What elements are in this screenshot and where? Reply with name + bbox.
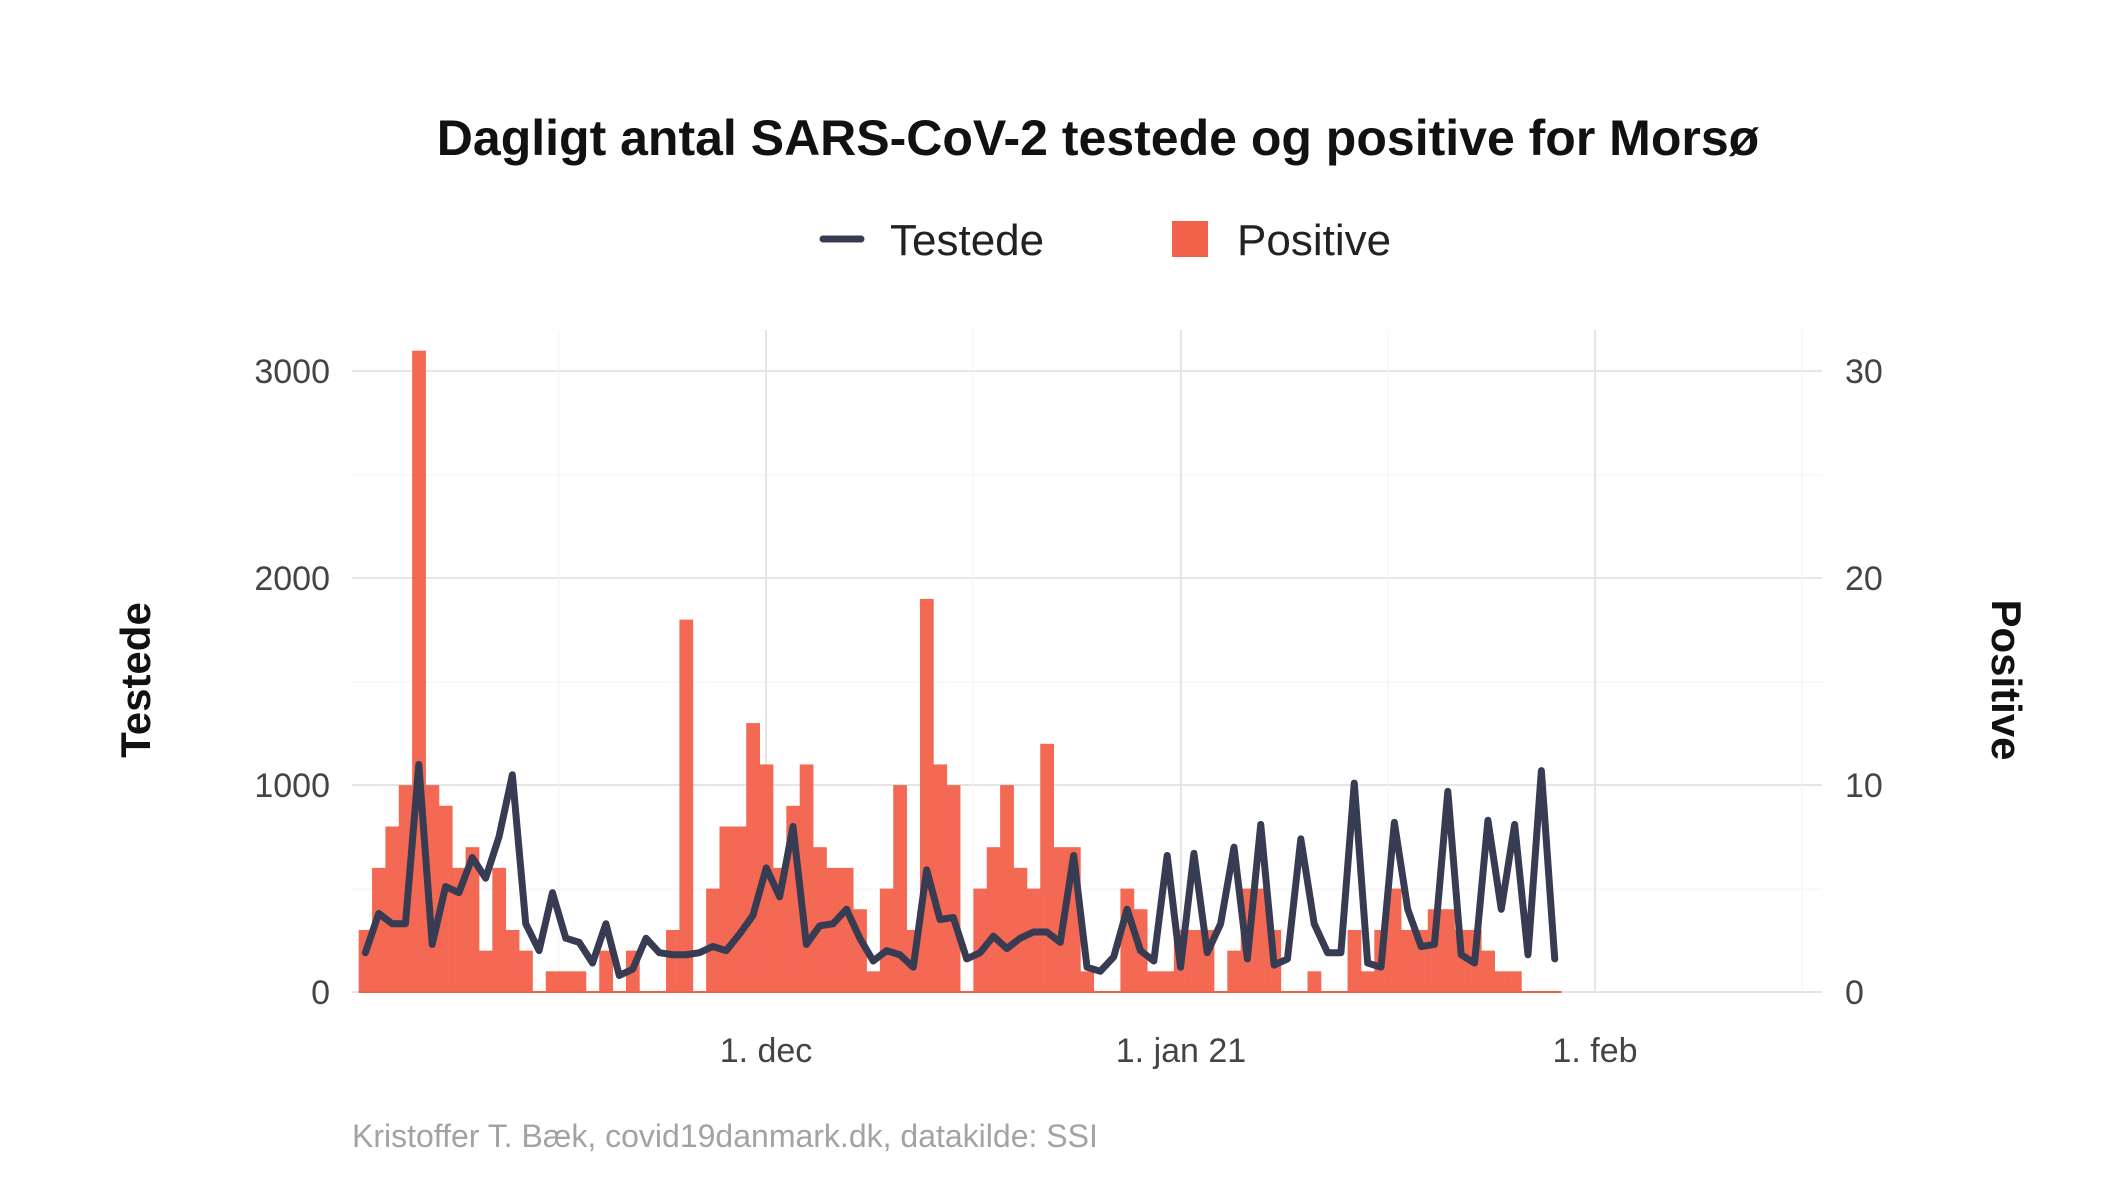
positive-bar xyxy=(826,867,841,993)
positive-bar xyxy=(492,867,507,993)
legend-label-positive: Positive xyxy=(1237,216,1391,265)
positive-bar xyxy=(1481,950,1495,993)
positive-bar xyxy=(746,723,760,992)
positive-bar xyxy=(719,826,734,992)
positive-bar xyxy=(1000,785,1014,993)
positive-bar xyxy=(986,847,1001,992)
positive-bar xyxy=(1013,867,1028,993)
positive-bar xyxy=(599,950,613,993)
positive-bar xyxy=(1494,971,1509,992)
positive-bar xyxy=(866,971,881,992)
positive-bar xyxy=(559,971,573,992)
y-left-tick-label: 1000 xyxy=(254,767,330,805)
positive-bar xyxy=(919,598,934,992)
tick-labels: 0 1000 2000 3000 0 10 20 30 1. dec 1. jan 21 1. fe… xyxy=(254,353,1882,1070)
positive-bar xyxy=(372,867,386,993)
positive-bar xyxy=(933,764,948,992)
positive-bar xyxy=(973,888,988,992)
positive-bar xyxy=(1120,888,1135,992)
grid xyxy=(352,330,1822,993)
positive-bar xyxy=(1307,971,1322,992)
positive-bar xyxy=(1187,929,1201,992)
y-left-tick-label: 3000 xyxy=(254,353,330,391)
legend: Testede Positive xyxy=(819,216,1391,265)
positive-bar xyxy=(1401,929,1415,992)
y-left-tick-label: 2000 xyxy=(254,560,330,598)
y-left-tick-label: 0 xyxy=(311,974,330,1012)
positive-bar xyxy=(1387,888,1402,992)
positive-bar xyxy=(1227,950,1242,993)
positive-bar xyxy=(505,929,520,992)
positive-bar xyxy=(946,785,961,993)
positive-bar xyxy=(666,929,680,992)
y-right-tick-label: 0 xyxy=(1845,974,1864,1012)
legend-label-testede: Testede xyxy=(890,216,1044,265)
positive-bar xyxy=(452,867,466,993)
positive-bar xyxy=(1347,929,1362,992)
positive-bars xyxy=(358,350,1562,993)
positive-bar xyxy=(1507,971,1522,992)
x-tick-label: 1. dec xyxy=(720,1032,813,1070)
positive-bar xyxy=(893,785,907,993)
positive-bar xyxy=(839,867,854,993)
positive-bar xyxy=(1360,971,1375,992)
left-axis-title: Testede xyxy=(112,602,159,758)
y-right-tick-label: 10 xyxy=(1845,767,1883,805)
testede-line-layer xyxy=(361,760,1559,979)
x-tick-label: 1. jan 21 xyxy=(1116,1032,1246,1070)
positive-bar xyxy=(772,867,787,993)
legend-square-marker xyxy=(1172,221,1208,257)
y-right-tick-label: 30 xyxy=(1845,353,1883,391)
positive-bar xyxy=(1254,888,1268,992)
y-right-tick-label: 20 xyxy=(1845,560,1883,598)
positive-bar xyxy=(813,847,827,992)
right-axis-title: Positive xyxy=(1983,599,2030,760)
positive-bar xyxy=(1080,971,1095,992)
positive-bar xyxy=(545,971,560,992)
positive-bar xyxy=(1147,971,1161,992)
positive-bar xyxy=(732,826,747,992)
positive-bar xyxy=(879,888,894,992)
positive-bar xyxy=(572,971,587,992)
positive-bar xyxy=(465,847,480,992)
positive-bar xyxy=(706,888,720,992)
testede-line xyxy=(361,760,1559,979)
positive-bar xyxy=(478,950,493,993)
x-tick-label: 1. feb xyxy=(1552,1032,1637,1070)
positive-bar xyxy=(519,950,533,993)
positive-bar xyxy=(1441,909,1455,992)
positive-bar xyxy=(412,350,426,992)
positive-bar xyxy=(385,826,400,992)
positive-bar xyxy=(1040,743,1054,992)
chart-title: Dagligt antal SARS-CoV-2 testede og posi… xyxy=(437,110,1760,166)
positive-bar xyxy=(1026,888,1041,992)
positive-bar xyxy=(1160,971,1175,992)
caption: Kristoffer T. Bæk, covid19danmark.dk, da… xyxy=(352,1118,1098,1154)
positive-bar xyxy=(679,619,694,993)
